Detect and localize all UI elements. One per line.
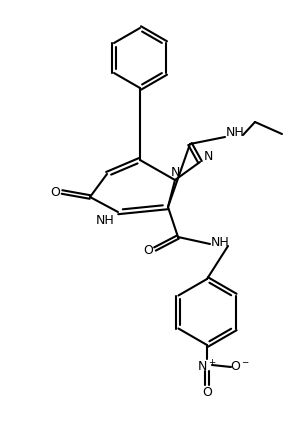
Text: NH: NH	[210, 235, 230, 248]
Text: N: N	[170, 166, 180, 180]
Text: O: O	[143, 245, 153, 257]
Text: N: N	[203, 150, 213, 163]
Text: NH: NH	[96, 213, 114, 226]
Text: N$^+$: N$^+$	[197, 359, 217, 375]
Text: O$^-$: O$^-$	[230, 360, 250, 374]
Text: NH: NH	[226, 127, 244, 140]
Text: O: O	[50, 185, 60, 198]
Text: O: O	[202, 385, 212, 398]
